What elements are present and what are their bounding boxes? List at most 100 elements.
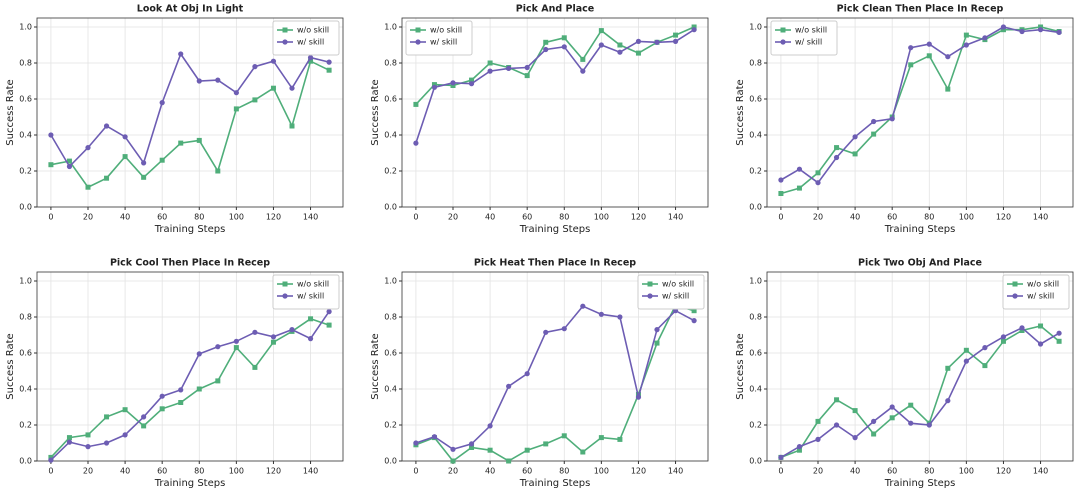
data-point	[561, 35, 567, 41]
data-point	[289, 123, 295, 129]
data-point	[871, 418, 877, 424]
data-point	[122, 154, 128, 160]
y-tick-label: 1.0	[749, 23, 762, 32]
data-point	[450, 446, 456, 452]
legend-marker	[780, 27, 786, 33]
data-point	[945, 398, 951, 404]
data-point	[635, 394, 642, 400]
y-axis-label: Success Rate	[5, 333, 16, 399]
data-point	[1000, 334, 1007, 340]
y-tick-label: 0.8	[19, 313, 32, 322]
subplot: Look At Obj In Light 0.0 0.2 0.4 0.6 0.8 1.0 0 2…	[5, 4, 344, 235]
legend-marker	[282, 39, 288, 45]
data-point	[1019, 328, 1025, 333]
x-tick-label: 0	[413, 213, 418, 222]
y-axis-label: Success Rate	[370, 333, 381, 399]
y-tick-label: 0.0	[384, 203, 397, 212]
x-tick-label: 60	[157, 213, 167, 222]
data-point	[487, 423, 493, 429]
data-point	[617, 436, 623, 442]
data-point	[963, 347, 969, 353]
data-point	[982, 363, 988, 369]
x-tick-label: 60	[157, 467, 167, 476]
y-axis-label: Success Rate	[5, 79, 16, 145]
data-point	[598, 28, 604, 34]
data-point	[815, 436, 821, 442]
x-tick-label: 120	[266, 467, 281, 476]
data-point	[178, 387, 184, 393]
legend-marker	[780, 39, 786, 45]
y-tick-label: 0.2	[749, 421, 762, 430]
y-tick-label: 0.6	[384, 95, 397, 104]
data-point	[945, 86, 951, 92]
data-point	[889, 404, 895, 410]
data-point	[252, 364, 258, 370]
x-tick-label: 0	[778, 467, 783, 476]
data-point	[159, 393, 165, 399]
legend-label: w/o skill	[1027, 280, 1059, 289]
x-tick-label: 40	[485, 467, 495, 476]
x-tick-label: 100	[959, 213, 974, 222]
data-point	[141, 160, 147, 166]
y-axis-label: Success Rate	[735, 333, 746, 399]
data-point	[617, 49, 623, 55]
data-point	[270, 339, 276, 345]
x-tick-label: 60	[522, 467, 532, 476]
x-tick-label: 20	[813, 467, 823, 476]
data-point	[963, 42, 969, 48]
x-tick-label: 60	[522, 213, 532, 222]
data-point	[524, 447, 530, 453]
data-point	[450, 458, 456, 464]
y-tick-label: 1.0	[19, 23, 32, 32]
data-point	[852, 151, 858, 157]
data-point	[908, 62, 914, 68]
x-axis-label: Training Steps	[884, 478, 956, 489]
legend-marker	[647, 293, 653, 299]
x-axis-label: Training Steps	[884, 224, 956, 235]
data-point	[122, 407, 128, 413]
y-axis-label: Success Rate	[735, 79, 746, 145]
data-point	[307, 55, 314, 61]
y-tick-label: 0.2	[384, 421, 397, 430]
data-point	[104, 414, 110, 420]
data-point	[66, 158, 72, 164]
y-tick-label: 0.4	[384, 131, 397, 140]
data-point	[326, 59, 332, 65]
data-point	[159, 157, 165, 163]
data-point	[326, 67, 332, 73]
data-point	[982, 35, 988, 41]
x-tick-label: 20	[448, 213, 458, 222]
x-tick-label: 80	[559, 213, 569, 222]
y-axis-label: Success Rate	[370, 79, 381, 145]
series-line	[415, 304, 695, 463]
data-point	[104, 175, 110, 181]
x-tick-label: 100	[959, 467, 974, 476]
data-point	[691, 308, 697, 314]
legend-marker	[647, 281, 653, 287]
data-point	[543, 39, 549, 45]
data-point	[85, 432, 91, 438]
x-tick-label: 0	[48, 213, 53, 222]
legend-marker	[282, 293, 288, 299]
data-point	[1019, 325, 1025, 331]
x-tick-label: 140	[668, 467, 683, 476]
data-point	[598, 311, 604, 317]
y-tick-label: 0.4	[384, 385, 397, 394]
data-point	[833, 154, 840, 161]
data-point	[561, 326, 567, 332]
y-tick-label: 0.6	[749, 349, 762, 358]
data-point	[413, 140, 419, 146]
y-tick-label: 0.6	[19, 95, 32, 104]
legend-label: w/o skill	[662, 280, 694, 289]
x-tick-label: 20	[83, 213, 93, 222]
legend-label: w/o skill	[297, 280, 329, 289]
data-point	[215, 344, 221, 350]
data-point	[215, 378, 221, 384]
data-point	[580, 449, 586, 455]
x-tick-label: 140	[668, 213, 683, 222]
data-point	[852, 134, 858, 140]
data-point	[178, 400, 184, 405]
x-tick-label: 0	[778, 213, 783, 222]
data-point	[215, 77, 221, 83]
data-point	[908, 420, 914, 426]
